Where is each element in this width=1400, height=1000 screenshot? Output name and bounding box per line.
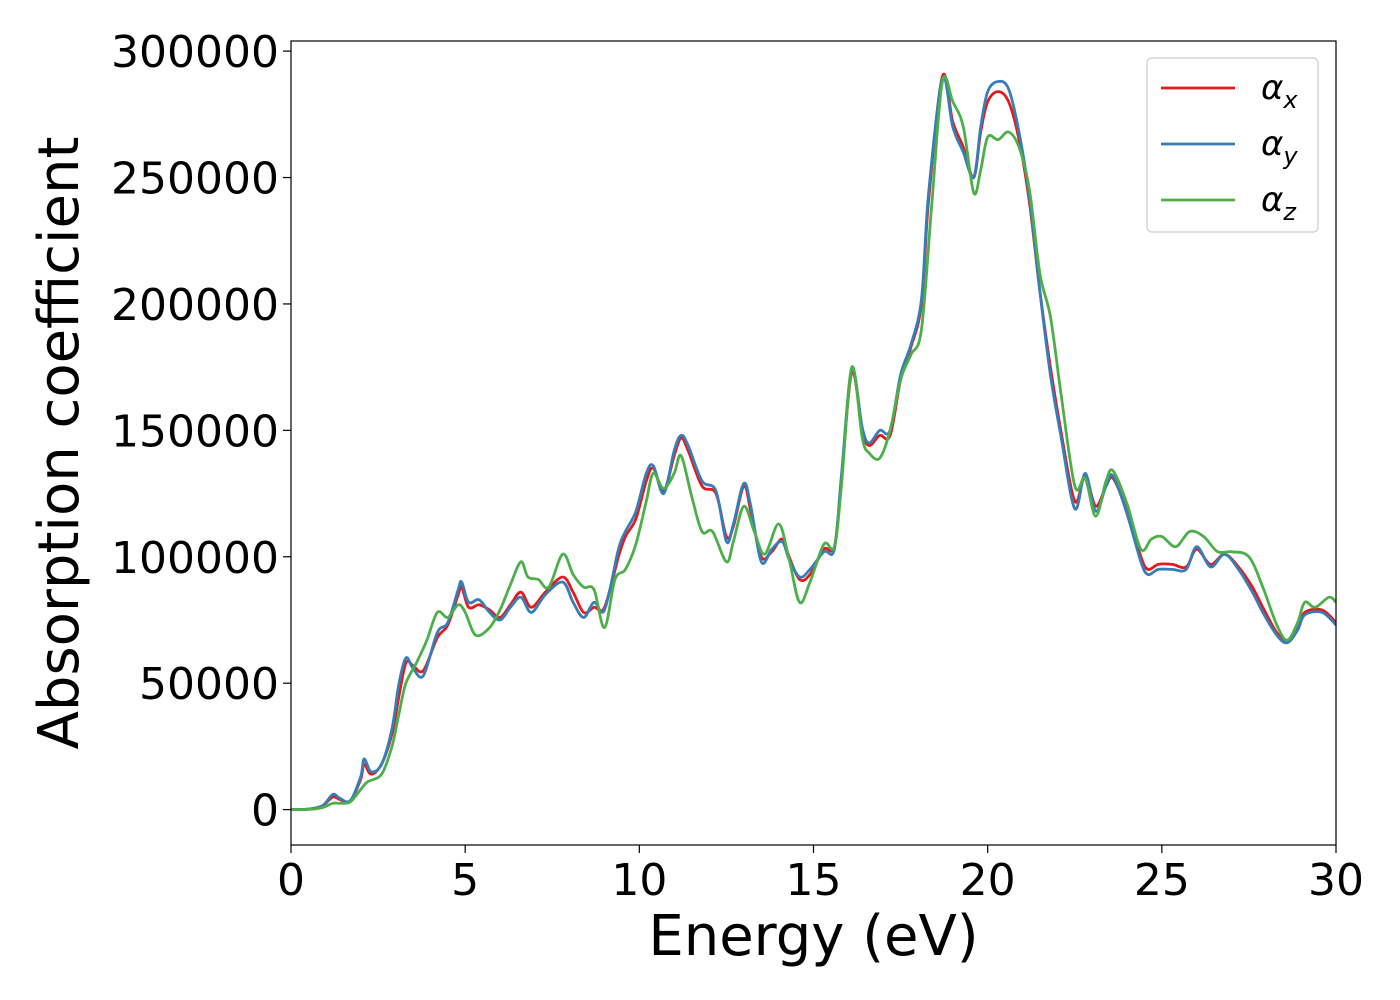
y-tick-label: 300000 [111, 27, 279, 78]
x-tick-label: 10 [611, 855, 667, 906]
y-tick-label: 250000 [111, 154, 279, 205]
y-tick-label: 50000 [139, 659, 279, 710]
y-tick-label: 100000 [111, 533, 279, 584]
ticks-layer: 0 5 10 15 20 25 30 0 50000 100000 150000 200000 2500… [111, 27, 1364, 906]
x-tick-label: 5 [451, 855, 479, 906]
x-tick-label: 20 [960, 855, 1016, 906]
legend-label-x: αx [1261, 68, 1298, 114]
y-axis-label: Absorption coefficient [27, 137, 92, 750]
legend: αx αy αz [1146, 57, 1319, 233]
series-line-y [291, 75, 1336, 811]
y-tick-label: 150000 [111, 406, 279, 457]
legend-label-z: αz [1261, 180, 1297, 226]
x-axis-label: Energy (eV) [648, 904, 978, 969]
series-line-z [291, 75, 1336, 812]
y-tick-label: 200000 [111, 280, 279, 331]
x-tick-label: 25 [1134, 855, 1190, 906]
y-tick-label: 0 [251, 786, 279, 837]
series-layer [291, 72, 1336, 812]
x-tick-label: 30 [1308, 855, 1364, 906]
x-tick-label: 15 [786, 855, 842, 906]
legend-label-y: αy [1261, 124, 1298, 170]
x-tick-label: 0 [277, 855, 305, 906]
